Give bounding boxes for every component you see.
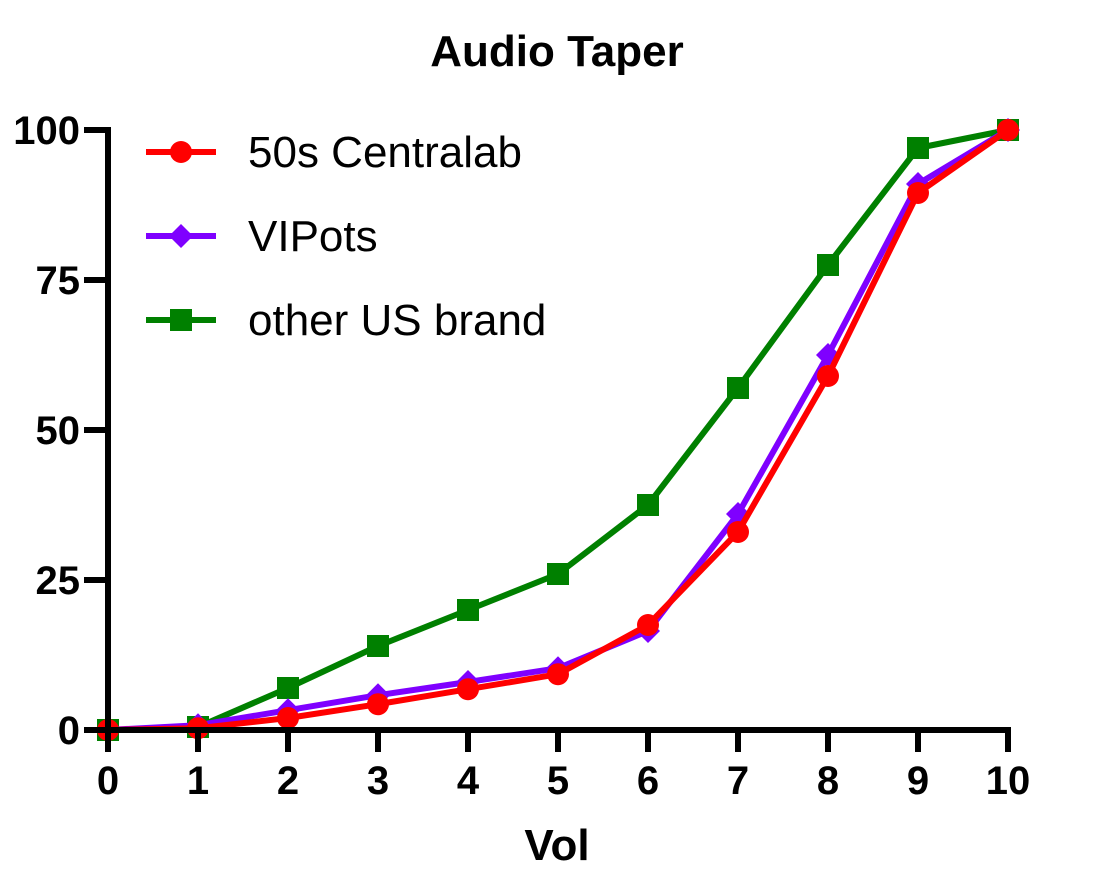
data-point xyxy=(367,693,389,716)
series-other-us-brand xyxy=(97,119,1019,741)
legend: 50s Centralab VIPots other US brand xyxy=(146,128,546,345)
data-point xyxy=(727,377,749,399)
legend-marker xyxy=(169,224,193,248)
y-tick-label: 25 xyxy=(36,559,81,603)
axes-layer: 0 25 50 75 100 0 1 2 3 4 5 6 7 8 9 10 xyxy=(13,109,1030,803)
x-tick-label: 1 xyxy=(187,759,209,803)
data-point xyxy=(727,521,749,543)
data-point xyxy=(637,494,659,516)
series-line xyxy=(107,127,1009,733)
x-tick-label: 3 xyxy=(367,759,389,803)
data-point xyxy=(637,614,659,636)
data-point xyxy=(997,119,1019,141)
legend-label: other US brand xyxy=(248,296,546,345)
legend-label: VIPots xyxy=(248,212,378,261)
x-tick-label: 7 xyxy=(727,759,749,803)
x-tick-label: 4 xyxy=(457,759,480,803)
data-point xyxy=(457,599,479,621)
data-point xyxy=(907,182,929,204)
data-point xyxy=(907,137,929,159)
series-layer xyxy=(96,118,1020,742)
legend-item: other US brand xyxy=(146,296,546,345)
data-point xyxy=(817,365,839,387)
y-tick-label: 100 xyxy=(13,109,80,153)
legend-label: 50s Centralab xyxy=(248,128,522,177)
data-point xyxy=(547,663,569,686)
x-axis-label: Vol xyxy=(524,821,589,870)
y-tick-label: 50 xyxy=(36,409,81,453)
chart-title: Audio Taper xyxy=(430,27,683,76)
series-50s-centralab xyxy=(97,119,1019,741)
legend-marker xyxy=(170,141,192,163)
y-tick-label: 75 xyxy=(36,259,81,303)
legend-marker xyxy=(170,309,192,331)
x-tick-label: 0 xyxy=(97,759,119,803)
legend-item: VIPots xyxy=(146,212,378,261)
series-line xyxy=(107,127,1010,733)
data-point xyxy=(547,563,569,585)
data-point xyxy=(817,254,839,276)
data-point xyxy=(367,635,389,657)
x-tick-label: 8 xyxy=(817,759,839,803)
data-point xyxy=(457,678,479,701)
x-tick-label: 6 xyxy=(637,759,659,803)
x-tick-label: 5 xyxy=(547,759,569,803)
legend-item: 50s Centralab xyxy=(146,128,522,177)
series-vipots xyxy=(96,118,1020,742)
series-line xyxy=(107,127,1010,733)
data-point xyxy=(277,707,299,729)
y-tick-label: 0 xyxy=(58,709,80,753)
x-tick-label: 2 xyxy=(277,759,299,803)
x-tick-label: 10 xyxy=(986,759,1031,803)
x-tick-label: 9 xyxy=(907,759,929,803)
data-point xyxy=(277,677,299,699)
